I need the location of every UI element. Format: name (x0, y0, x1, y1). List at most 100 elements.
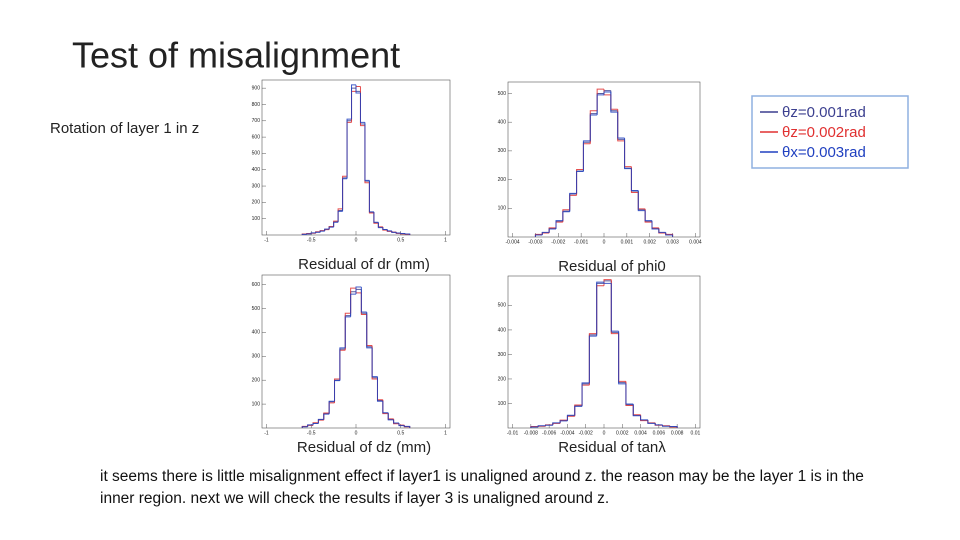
histogram-bin (344, 316, 351, 348)
histogram-bin (640, 415, 648, 421)
histogram-bin (541, 231, 550, 235)
histogram-bin (537, 425, 546, 428)
histogram-bin (350, 293, 356, 317)
legend-label: θx=0.003rad (782, 144, 866, 161)
histogram-bin (334, 380, 340, 402)
histogram-bin (403, 425, 411, 428)
x-tick-label: -1 (264, 430, 269, 436)
x-tick-label: 1 (444, 237, 447, 243)
histogram-bin (301, 426, 308, 428)
y-tick-label: 300 (498, 352, 507, 358)
histogram-bin (346, 118, 352, 179)
histogram-bin (317, 418, 324, 424)
x-tick-label: 1 (444, 430, 447, 436)
y-tick-label: 600 (252, 282, 261, 288)
histogram-bin (576, 171, 584, 194)
histogram-bin (651, 220, 659, 230)
histogram-bin (658, 228, 666, 233)
histogram-bin (366, 312, 373, 349)
histogram-bin (630, 168, 639, 191)
axis-caption: Residual of dr (mm) (298, 256, 430, 273)
y-tick-label: 400 (498, 120, 507, 126)
histogram-bin (395, 232, 401, 234)
histogram-bin (339, 347, 346, 381)
x-tick-label: -0.5 (307, 237, 316, 243)
histogram-bin (569, 192, 577, 212)
histogram-bin (323, 413, 330, 420)
y-tick-label: 800 (252, 102, 261, 108)
histogram-bin (662, 424, 670, 427)
histogram-bin (342, 178, 348, 212)
histogram-bin (669, 426, 678, 428)
histogram-bin (301, 233, 307, 235)
histogram-bin (391, 230, 397, 233)
histogram-bin (310, 232, 316, 234)
histogram-bin (328, 226, 334, 230)
plot-frame (261, 274, 451, 429)
y-tick-label: 100 (498, 206, 507, 212)
histogram-bin (562, 211, 570, 221)
histogram-bin (351, 84, 356, 120)
histogram-bin (307, 424, 314, 427)
y-tick-label: 300 (252, 183, 261, 189)
y-tick-label: 200 (498, 177, 507, 183)
histogram-bin (364, 122, 370, 181)
histogram-bin (548, 228, 556, 233)
histogram-bin (315, 231, 321, 233)
y-tick-label: 300 (498, 148, 507, 154)
x-tick-label: 0.008 (671, 430, 684, 436)
x-tick-label: -0.01 (507, 430, 519, 436)
histogram-bin (371, 347, 378, 378)
histogram-bin (596, 281, 604, 337)
histogram-bin (355, 84, 361, 94)
histogram-bin (387, 412, 394, 421)
histogram-bin (376, 376, 383, 402)
x-tick-label: 0.002 (616, 430, 629, 436)
x-tick-label: 0 (603, 239, 606, 245)
axis-caption: Residual of phi0 (558, 258, 666, 275)
x-tick-label: -1 (264, 237, 269, 243)
histogram-bin (603, 91, 611, 95)
x-tick-label: 0.001 (621, 239, 634, 245)
y-tick-label: 700 (252, 118, 261, 124)
x-tick-label: -0.006 (542, 430, 556, 436)
y-tick-label: 300 (252, 354, 261, 360)
y-tick-label: 400 (252, 330, 261, 336)
y-tick-label: 400 (498, 327, 507, 333)
y-tick-label: 200 (252, 378, 261, 384)
x-tick-label: -0.004 (560, 430, 574, 436)
x-tick-label: -0.004 (505, 239, 519, 245)
axis-caption: Residual of dz (mm) (297, 439, 431, 456)
histogram-bin (610, 92, 618, 113)
histogram-bin (333, 221, 339, 228)
histogram-bin (324, 228, 330, 232)
histogram-bin (377, 222, 383, 229)
histogram-bin (603, 282, 612, 284)
y-tick-label: 900 (252, 85, 261, 91)
histogram-bin (654, 423, 663, 426)
x-tick-label: 0.5 (397, 237, 404, 243)
x-tick-label: -0.002 (579, 430, 593, 436)
x-tick-label: 0 (603, 430, 606, 436)
y-tick-label: 100 (252, 216, 261, 222)
histogram-bin (625, 383, 634, 405)
x-tick-label: -0.008 (524, 430, 538, 436)
histogram-bin (574, 405, 583, 416)
histogram-bin (637, 190, 646, 212)
slide-title: Test of misalignment (72, 35, 400, 76)
x-tick-label: 0.003 (666, 239, 679, 245)
histogram-bin (581, 382, 590, 407)
histogram-bin (552, 422, 561, 426)
slide-subtitle: Rotation of layer 1 in z (50, 120, 199, 137)
histogram-bin (359, 93, 365, 123)
histogram-bin (644, 210, 652, 222)
histogram-bin (582, 140, 591, 172)
y-tick-label: 500 (252, 306, 261, 312)
histogram-bin (596, 94, 604, 116)
y-tick-label: 100 (252, 401, 261, 407)
histogram-bin (337, 210, 343, 223)
histogram-bin (534, 234, 543, 237)
y-tick-label: 600 (252, 134, 261, 140)
histogram-bin (373, 211, 379, 223)
